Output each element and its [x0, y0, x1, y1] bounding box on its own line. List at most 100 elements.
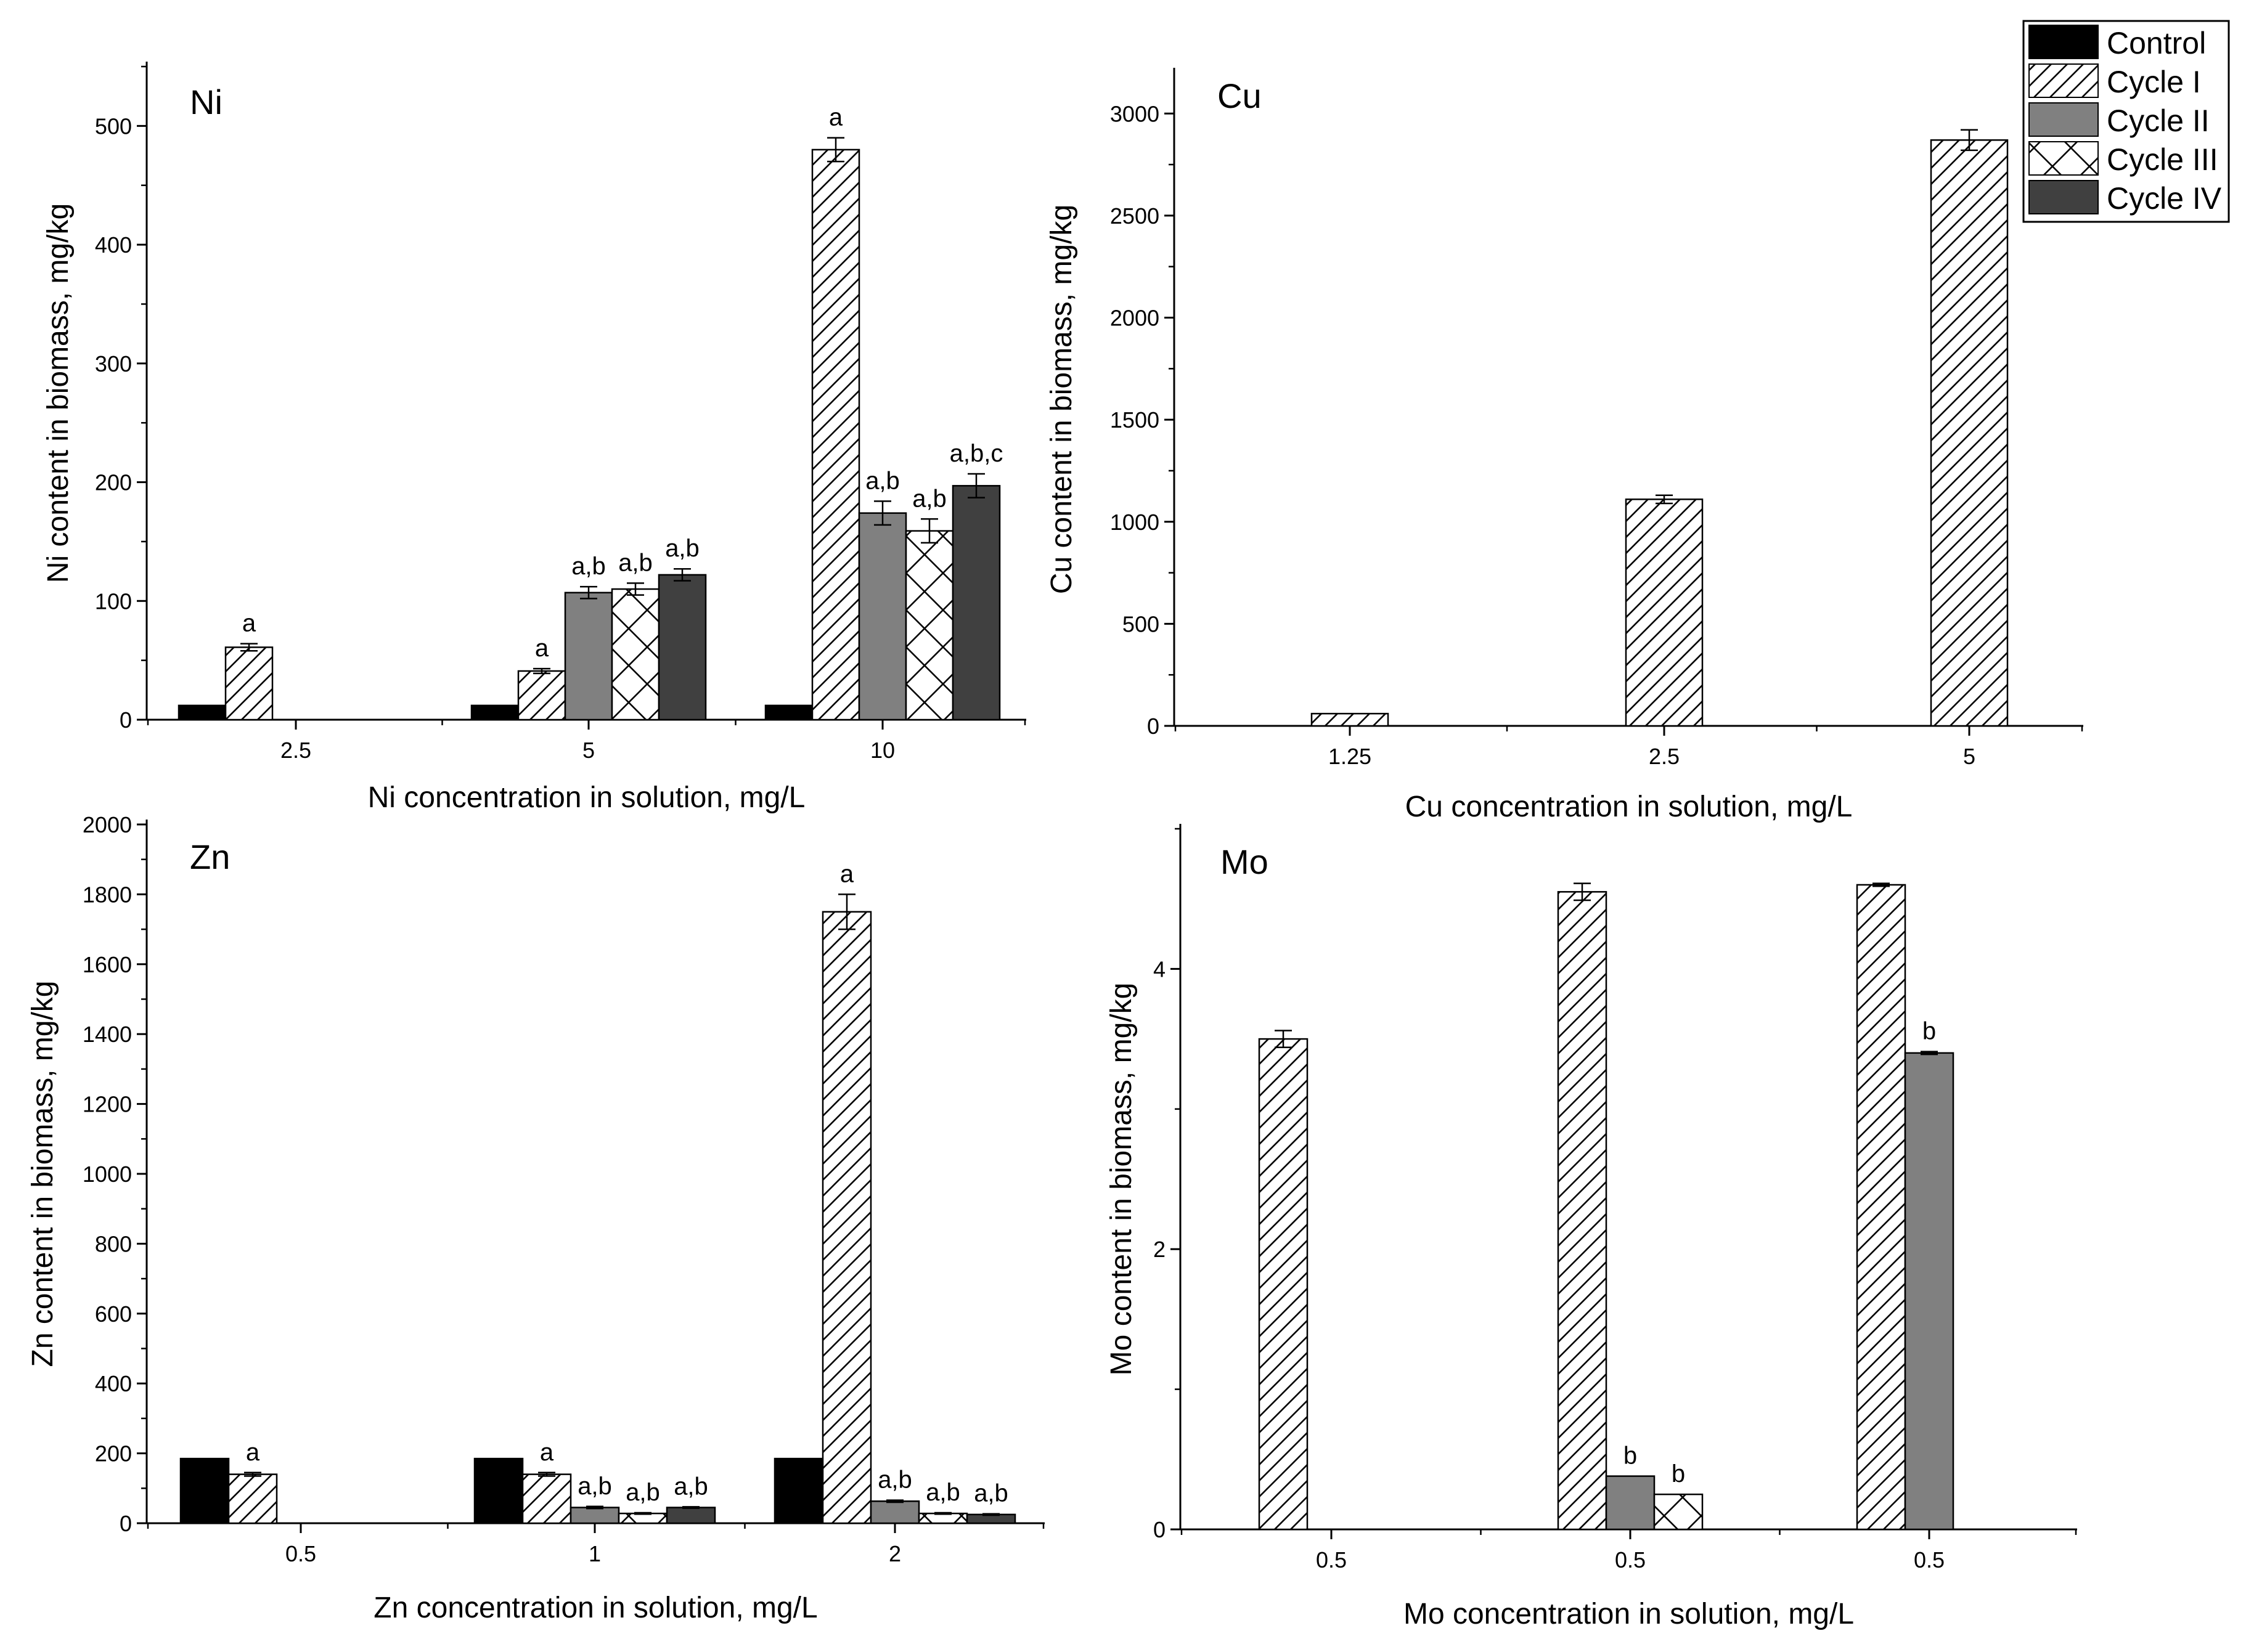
ni-sig-label: a [535, 635, 549, 662]
mo-y-tick-label: 4 [1153, 956, 1166, 982]
ni-bar-cycle-iii [611, 588, 660, 721]
zn-sig-label: a [840, 860, 854, 887]
cu-y-tick-label: 2000 [1110, 306, 1159, 331]
mo-error-bar-cycle-i [1574, 882, 1591, 901]
cu-y-tick-label: 3000 [1110, 101, 1159, 126]
ni-bar-cycle-i [811, 149, 860, 721]
cu-y-tick-label: 0 [1147, 714, 1159, 739]
zn-bar-cycle-ii [570, 1507, 620, 1524]
zn-bar-cycle-i [227, 1473, 278, 1524]
zn-sig-label: a [246, 1439, 260, 1466]
cu-bar-cycle-i [1310, 712, 1389, 727]
zn-panel-title: Zn [190, 837, 230, 876]
ni-bar-control [178, 704, 227, 721]
ni-bar-cycle-ii [858, 512, 907, 721]
zn-error-bar-cycle-ii [886, 1499, 904, 1503]
ni-sig-label: a,b [912, 485, 947, 512]
mo-sig-label: b [1922, 1018, 1936, 1045]
legend-label-cycle-i: Cycle I [2107, 65, 2201, 99]
cu-y-tick-label: 1000 [1110, 510, 1159, 535]
panel-cu: 0 500 1000 1500 2000 2500 3000 1.25 2.5 5 Cu Cu con… [1045, 68, 2083, 823]
legend-label-cycle-ii: Cycle II [2107, 104, 2210, 138]
mo-x-tick-label: 0.5 [1316, 1547, 1347, 1573]
zn-error-bar-cycle-iii [934, 1512, 952, 1515]
cu-y-axis-label: Cu content in biomass, mg/kg [1045, 205, 1078, 594]
zn-error-bar-cycle-iv [682, 1506, 700, 1509]
legend-label-cycle-iii: Cycle III [2107, 142, 2218, 177]
ni-sig-label: a,b,c [950, 440, 1003, 467]
zn-sig-label: a,b [926, 1479, 960, 1506]
ni-y-tick-label: 400 [95, 232, 132, 258]
ni-bar-cycle-ii [564, 592, 613, 721]
mo-bar-cycle-ii [1904, 1052, 1954, 1531]
ni-bar-control [764, 704, 814, 721]
legend: Control Cycle I Cycle II Cycle III Cycle… [2022, 20, 2230, 223]
zn-y-axis-label: Zn content in biomass, mg/kg [27, 981, 59, 1367]
mo-error-bar-cycle-i [1872, 882, 1890, 887]
mo-bar-cycle-i [1258, 1038, 1309, 1531]
ni-sig-label: a [242, 610, 256, 637]
ni-x-tick-label: 2.5 [280, 738, 311, 763]
zn-y-tick-label: 400 [95, 1371, 132, 1396]
zn-error-bar-cycle-ii [586, 1505, 603, 1510]
legend-label-cycle-iv: Cycle IV [2107, 181, 2222, 216]
mo-bar-cycle-iii [1653, 1493, 1704, 1531]
zn-sig-label: a,b [674, 1473, 708, 1500]
ni-sig-label: a,b [665, 535, 700, 562]
ni-error-bar-cycle-iii [627, 582, 644, 596]
legend-entry-cycle-iv: Cycle IV [2028, 180, 2222, 216]
cu-error-bar-cycle-i [1961, 129, 1978, 152]
legend-swatch-cycle-ii [2028, 102, 2099, 137]
zn-y-tick-label: 1000 [83, 1162, 132, 1187]
cu-panel-title: Cu [1217, 76, 1262, 115]
zn-y-tick-label: 0 [120, 1511, 132, 1536]
cu-y-tick-label: 1500 [1110, 407, 1159, 433]
cu-x-tick-label: 5 [1963, 744, 1975, 769]
cu-x-tick-label: 1.25 [1328, 744, 1371, 769]
panel-zn: 0 200 400 600 800 1000 1200 1400 1600 1800 2000 0.5… [27, 812, 1045, 1624]
legend-entry-cycle-i: Cycle I [2028, 63, 2201, 99]
ni-y-tick-label: 500 [95, 113, 132, 139]
zn-y-tick-label: 1600 [83, 952, 132, 977]
zn-bar-cycle-i [822, 911, 872, 1524]
ni-error-bar-cycle-ii [874, 500, 891, 526]
ni-error-bar-cycle-ii [580, 585, 597, 600]
zn-sig-label: a [540, 1439, 554, 1466]
zn-error-bar-cycle-i [244, 1471, 261, 1477]
ni-error-bar-cycle-i [827, 137, 844, 163]
zn-y-tick-label: 2000 [83, 812, 132, 837]
cu-error-bar-cycle-i [1656, 494, 1673, 505]
ni-error-bar-cycle-iv [968, 473, 985, 498]
zn-bar-control [473, 1457, 524, 1524]
ni-bar-cycle-iv [658, 574, 707, 721]
mo-bar-cycle-i [1856, 884, 1906, 1531]
mo-x-tick-label: 0.5 [1914, 1547, 1945, 1573]
ni-y-tick-label: 200 [95, 470, 132, 495]
zn-error-bar-cycle-iii [634, 1512, 651, 1515]
zn-sig-label: a,b [578, 1473, 612, 1500]
legend-entry-cycle-ii: Cycle II [2028, 102, 2210, 138]
ni-bar-control [470, 704, 520, 721]
zn-y-tick-label: 1400 [83, 1022, 132, 1047]
ni-x-tick-label: 10 [870, 738, 895, 763]
zn-sig-label: a,b [974, 1480, 1008, 1507]
ni-y-tick-label: 300 [95, 351, 132, 376]
zn-bar-cycle-ii [870, 1500, 920, 1524]
zn-y-tick-label: 200 [95, 1441, 132, 1467]
mo-y-axis-label: Mo content in biomass, mg/kg [1105, 983, 1138, 1376]
legend-swatch-cycle-iv [2028, 180, 2099, 214]
zn-y-tick-label: 800 [95, 1231, 132, 1256]
mo-sig-label: b [1672, 1460, 1685, 1487]
cu-x-axis-label: Cu concentration in solution, mg/L [1405, 791, 1853, 823]
zn-y-tick-label: 1200 [83, 1092, 132, 1117]
zn-error-bar-cycle-i [838, 893, 856, 930]
ni-panel-title: Ni [190, 83, 223, 121]
zn-y-tick-label: 1800 [83, 882, 132, 907]
ni-sig-label: a [829, 104, 843, 131]
mo-y-tick-label: 0 [1153, 1517, 1166, 1542]
ni-y-tick-label: 0 [120, 707, 132, 733]
mo-y-tick-label: 2 [1153, 1237, 1166, 1262]
zn-x-tick-label: 0.5 [285, 1541, 316, 1566]
ni-error-bar-cycle-i [240, 643, 258, 652]
